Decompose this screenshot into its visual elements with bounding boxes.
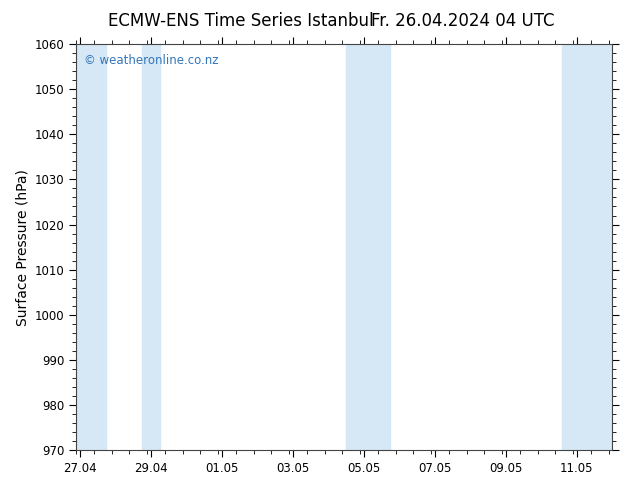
Bar — [142, 44, 160, 450]
Text: © weatheronline.co.nz: © weatheronline.co.nz — [84, 54, 219, 67]
Bar — [346, 44, 390, 450]
Text: ECMW-ENS Time Series Istanbul: ECMW-ENS Time Series Istanbul — [108, 12, 373, 30]
Bar — [562, 44, 616, 450]
Text: Fr. 26.04.2024 04 UTC: Fr. 26.04.2024 04 UTC — [371, 12, 555, 30]
Y-axis label: Surface Pressure (hPa): Surface Pressure (hPa) — [15, 169, 29, 325]
Bar — [76, 44, 107, 450]
